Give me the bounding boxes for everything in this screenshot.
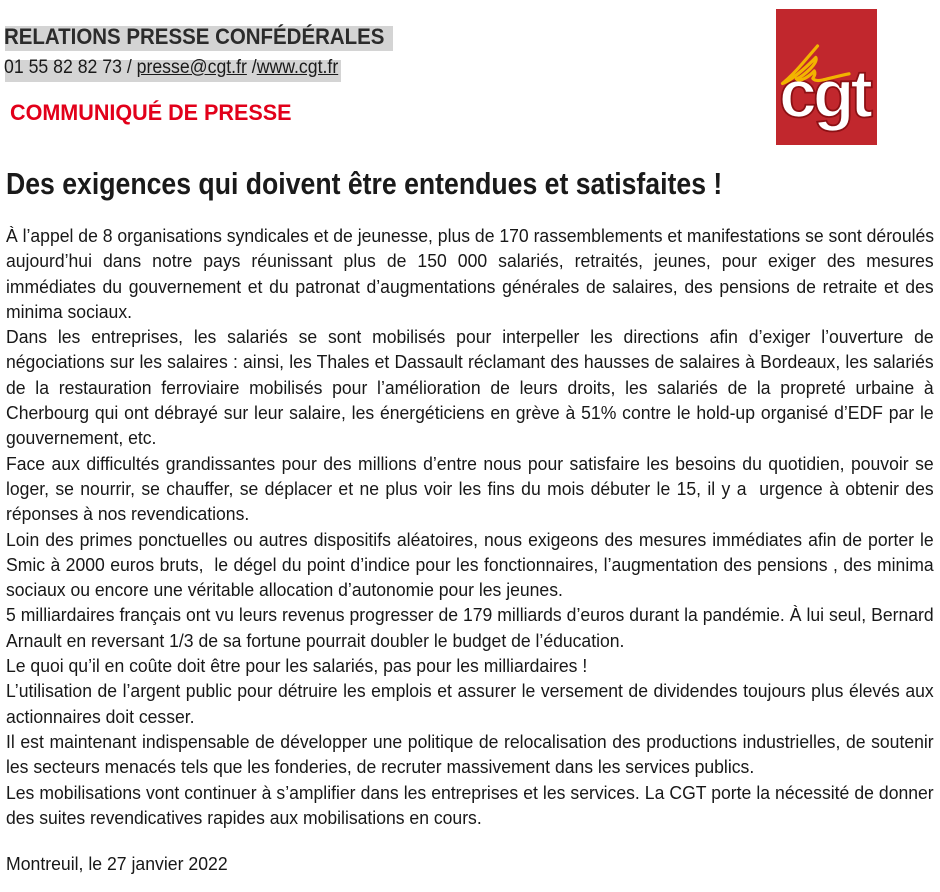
svg-text:cgt: cgt: [779, 56, 872, 132]
